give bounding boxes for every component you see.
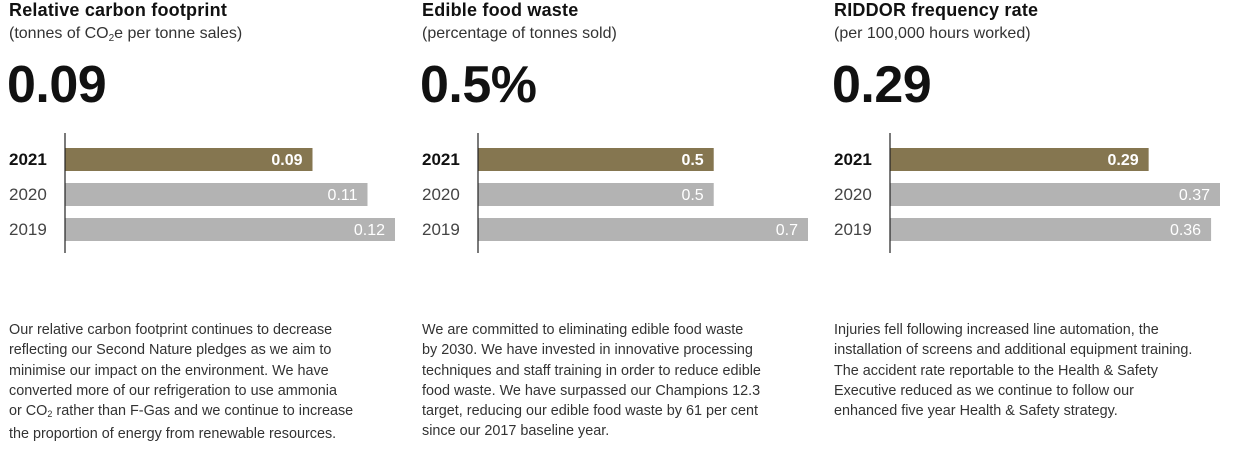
- description-line: Executive reduced as we continue to foll…: [834, 382, 1134, 399]
- bar-value-label: 0.37: [1179, 187, 1210, 204]
- panel-title: Relative carbon footprint: [9, 0, 228, 20]
- year-label: 2019: [9, 220, 47, 239]
- description-line: Injuries fell following increased line a…: [834, 322, 1159, 338]
- panel-title: Edible food waste: [422, 0, 579, 20]
- bar-value-label: 0.09: [271, 152, 302, 169]
- bar-value-label: 0.5: [681, 152, 703, 169]
- description-line: converted more of our refrigeration to u…: [9, 382, 337, 399]
- description-line: installation of screens and additional e…: [834, 342, 1193, 359]
- year-label: 2020: [422, 185, 460, 204]
- bar-2020: [65, 183, 368, 206]
- panel-subtitle: (per 100,000 hours worked): [834, 25, 1031, 42]
- bar-value-label: 0.29: [1108, 152, 1139, 169]
- bar-2019: [65, 218, 395, 241]
- description-line: reflecting our Second Nature pledges as …: [9, 342, 332, 359]
- year-label: 2020: [834, 185, 872, 204]
- year-label: 2019: [422, 220, 460, 239]
- description-line: or CO2 rather than F-Gas and we continue…: [9, 403, 354, 420]
- panel-title: RIDDOR frequency rate: [834, 0, 1039, 20]
- panel-subtitle: (tonnes of CO2e per tonne sales): [9, 25, 243, 44]
- description-line: by 2030. We have invested in innovative …: [422, 342, 753, 359]
- description-line: techniques and staff training in order t…: [422, 362, 761, 379]
- bar-2021: [65, 148, 313, 171]
- description-line: food waste. We have surpassed our Champi…: [422, 382, 761, 399]
- headline-value: 0.09: [7, 56, 107, 114]
- description-line: target, reducing our edible food waste b…: [422, 403, 758, 420]
- bar-2021: [890, 148, 1149, 171]
- bar-chart: 2021 0.09 2020 0.11 2019 0.12: [9, 133, 409, 253]
- bar-chart: 2021 0.5 2020 0.5 2019 0.7: [422, 133, 822, 253]
- bar-value-label: 0.11: [328, 187, 358, 204]
- bar-2020: [890, 183, 1220, 206]
- year-label: 2019: [834, 220, 872, 239]
- year-label: 2021: [422, 150, 460, 169]
- description: Our relative carbon footprint continues …: [9, 320, 409, 445]
- bar-value-label: 0.7: [776, 222, 798, 239]
- year-label: 2020: [9, 185, 47, 204]
- description-line: minimise our impact on the environment. …: [9, 362, 329, 379]
- bar-2019: [890, 218, 1212, 241]
- year-label: 2021: [834, 150, 872, 169]
- bar-2020: [478, 183, 714, 206]
- bar-2021: [478, 148, 714, 171]
- headline-value: 0.5%: [420, 56, 537, 114]
- description-line: We are committed to eliminating edible f…: [422, 322, 744, 338]
- bar-chart-svg: 2021 0.09 2020 0.11 2019 0.12: [9, 133, 395, 253]
- bar-2019: [478, 218, 808, 241]
- bar-value-label: 0.5: [681, 187, 703, 204]
- bar-chart: 2021 0.29 2020 0.37 2019 0.36: [834, 133, 1234, 253]
- description: We are committed to eliminating edible f…: [422, 320, 822, 442]
- bar-value-label: 0.36: [1170, 222, 1201, 239]
- panel-riddor: RIDDOR frequency rate (per 100,000 hours…: [832, 0, 1234, 451]
- description-line: enhanced five year Health & Safety strat…: [834, 403, 1118, 420]
- year-label: 2021: [9, 150, 47, 169]
- bar-chart-svg: 2021 0.29 2020 0.37 2019 0.36: [834, 133, 1220, 253]
- description-line: The accident rate reportable to the Heal…: [834, 362, 1158, 379]
- headline-value: 0.29: [832, 56, 932, 114]
- bar-chart-svg: 2021 0.5 2020 0.5 2019 0.7: [422, 133, 808, 253]
- description-line: Our relative carbon footprint continues …: [9, 322, 333, 338]
- panel-food-waste: Edible food waste (percentage of tonnes …: [420, 0, 822, 451]
- bar-value-label: 0.12: [354, 222, 385, 239]
- description: Injuries fell following increased line a…: [834, 320, 1234, 421]
- description-line: since our 2017 baseline year.: [422, 423, 610, 440]
- panel-subtitle: (percentage of tonnes sold): [422, 25, 617, 42]
- panel-carbon-footprint: Relative carbon footprint (tonnes of CO2…: [7, 0, 409, 451]
- description-line: the proportion of energy from renewable …: [9, 426, 337, 443]
